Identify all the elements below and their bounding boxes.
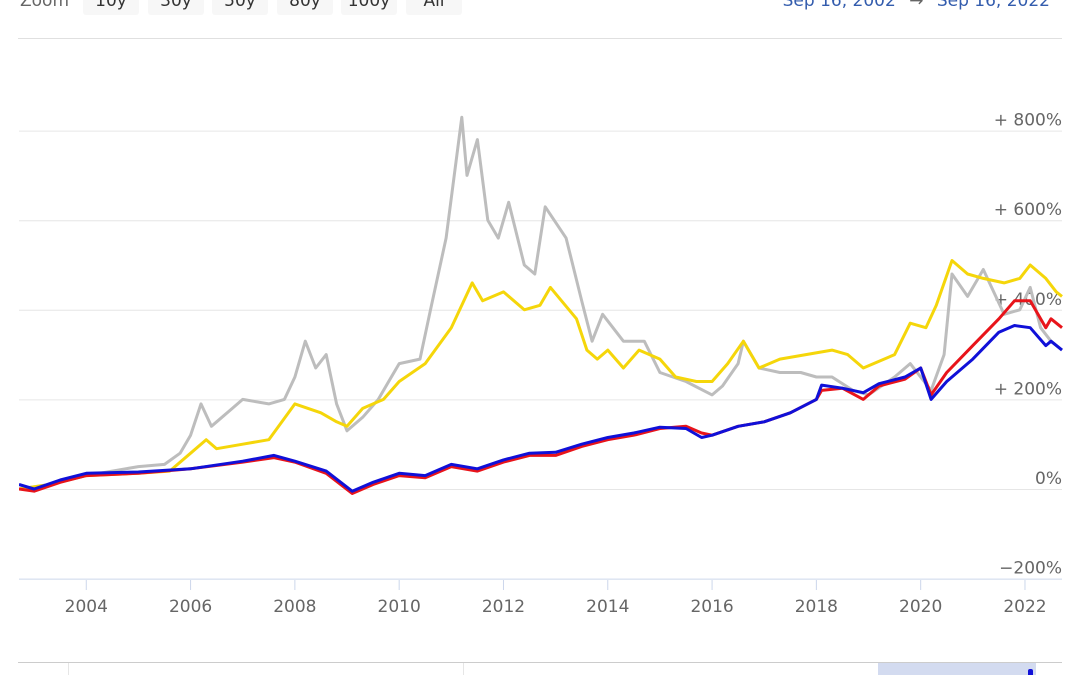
range-to-input[interactable]: Sep 16, 2022 <box>936 0 1050 11</box>
navigator-series-line <box>1028 669 1033 675</box>
navigator-top-border <box>18 662 1062 663</box>
navigator-selected-range[interactable] <box>878 663 1036 675</box>
y-tick-label: + 800% <box>994 111 1062 131</box>
toolbar-divider <box>18 38 1062 39</box>
zoom-30y-button[interactable]: 30y <box>148 0 204 15</box>
x-tick-label: 2010 <box>378 597 421 617</box>
x-tick-label: 2014 <box>586 597 629 617</box>
navigator-grid-line <box>68 663 69 675</box>
x-tick-label: 2020 <box>899 597 942 617</box>
y-tick-label: + 600% <box>994 200 1062 220</box>
y-tick-label: + 200% <box>994 379 1062 399</box>
zoom-100y-button[interactable]: 100y <box>341 0 397 15</box>
x-tick-label: 2018 <box>795 597 838 617</box>
x-tick-label: 2004 <box>65 597 108 617</box>
x-tick-label: 2016 <box>690 597 733 617</box>
series-line-yellow <box>19 259 1063 491</box>
range-from-input[interactable]: Sep 16, 2002 <box>782 0 896 11</box>
date-range: Sep 16, 2002 → Sep 16, 2022 <box>779 0 1054 11</box>
x-tick-label: 2022 <box>1003 597 1046 617</box>
range-arrow: → <box>909 0 924 11</box>
x-tick-label: 2012 <box>482 597 525 617</box>
y-tick-label: −200% <box>999 559 1062 579</box>
navigator-grid-line <box>463 663 464 675</box>
series-line-blue <box>19 324 1063 493</box>
zoom-50y-button[interactable]: 50y <box>212 0 268 15</box>
zoom-label: Zoom <box>20 0 70 11</box>
range-selector: Zoom 10y 30y 50y 80y 100y All Sep 16, 20… <box>0 0 1080 19</box>
navigator[interactable] <box>0 662 1080 675</box>
series-line-gray <box>19 115 1063 491</box>
y-tick-label: 0% <box>1035 469 1062 489</box>
zoom-10y-button[interactable]: 10y <box>83 0 139 15</box>
x-tick-label: 2008 <box>273 597 316 617</box>
zoom-all-button[interactable]: All <box>406 0 462 15</box>
zoom-80y-button[interactable]: 80y <box>277 0 333 15</box>
x-tick-label: 2006 <box>169 597 212 617</box>
